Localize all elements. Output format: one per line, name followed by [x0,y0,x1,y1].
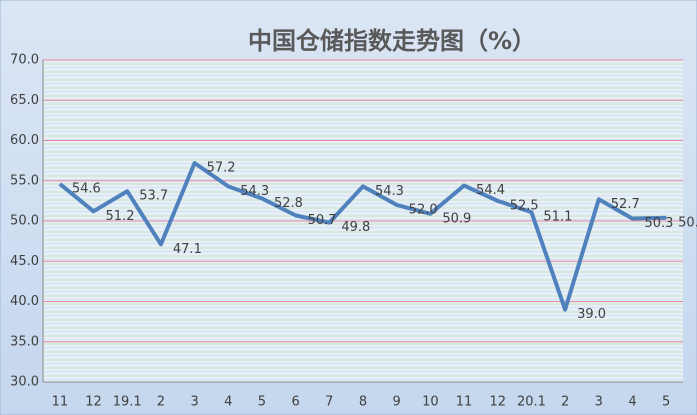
data-label: 52.0 [409,202,438,217]
data-label: 50.7 [308,213,337,228]
x-tick-label: 7 [325,395,333,410]
x-tick-label: 20.1 [517,395,546,410]
x-tick-label: 5 [258,395,266,410]
data-label: 57.2 [207,161,236,176]
x-tick-label: 3 [190,395,198,410]
data-label: 50.4 [678,215,697,230]
x-tick-label: 11 [52,395,69,410]
data-label: 52.5 [510,198,539,213]
data-label: 52.8 [274,196,303,211]
data-label: 53.7 [139,189,168,204]
y-tick-label: 30.0 [10,375,39,390]
y-tick-label: 40.0 [10,294,39,309]
x-tick-label: 12 [85,395,102,410]
y-tick-label: 35.0 [10,334,39,349]
x-tick-label: 8 [359,395,367,410]
data-label: 47.1 [173,242,202,257]
x-tick-label: 19.1 [113,395,142,410]
y-tick-label: 70.0 [10,53,39,68]
x-tick-label: 6 [291,395,299,410]
x-tick-label: 9 [393,395,401,410]
x-tick-label: 2 [561,395,569,410]
data-label: 54.6 [72,181,101,196]
data-label: 49.8 [341,220,370,235]
series-line [58,161,667,312]
y-tick-label: 55.0 [10,173,39,188]
x-tick-label: 12 [489,395,506,410]
data-label: 52.7 [611,197,640,212]
data-label: 54.3 [375,184,404,199]
data-label: 50.9 [442,211,471,226]
x-tick-label: 4 [224,395,232,410]
y-tick-label: 45.0 [10,254,39,269]
y-tick-label: 60.0 [10,133,39,148]
data-label: 50.3 [644,216,673,231]
x-tick-label: 4 [628,395,636,410]
data-label: 51.1 [543,210,572,225]
data-label: 39.0 [577,307,606,322]
x-tick-label: 3 [595,395,603,410]
x-tick-label: 5 [662,395,670,410]
data-label: 51.2 [106,209,135,224]
x-tick-label: 2 [157,395,165,410]
x-tick-label: 10 [422,395,439,410]
chart-title: 中国仓储指数走势图（%） [248,27,536,55]
data-label: 54.3 [240,184,269,199]
data-label: 54.4 [476,183,505,198]
y-tick-label: 50.0 [10,214,39,229]
y-tick-label: 65.0 [10,93,39,108]
x-tick-label: 11 [456,395,473,410]
